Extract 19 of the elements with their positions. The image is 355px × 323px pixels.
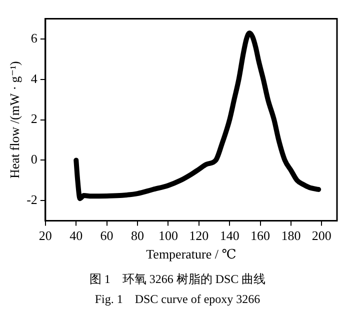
x-tick-label: 160 xyxy=(250,228,270,244)
x-tick-label: 100 xyxy=(158,228,178,244)
x-axis-title: Temperature / ℃ xyxy=(146,246,236,262)
x-tick-label: 180 xyxy=(281,228,301,244)
caption: Fig. 1 DSC curve of epoxy 3266 xyxy=(94,291,262,308)
x-tick-label: 60 xyxy=(100,228,114,244)
y-tick-label: 4 xyxy=(30,70,38,86)
y-tick-label: 2 xyxy=(30,111,38,126)
y-tick-label: 6 xyxy=(30,30,38,46)
x-tick-label: 200 xyxy=(312,228,332,244)
x-tick-label: 80 xyxy=(131,228,144,244)
y-axis-title: Heat flow /(mW · g⁻¹) xyxy=(7,61,22,178)
x-tick-label: 140 xyxy=(220,228,240,244)
caption: 图 1 环氧 3266 树脂的 DSC 曲线 xyxy=(88,271,267,288)
x-tick-label: 40 xyxy=(70,228,83,244)
y-tick-label: -2 xyxy=(26,192,38,208)
x-tick-label: 120 xyxy=(189,228,209,244)
x-tick-label: 20 xyxy=(38,228,52,244)
y-tick-label: 0 xyxy=(30,152,38,167)
